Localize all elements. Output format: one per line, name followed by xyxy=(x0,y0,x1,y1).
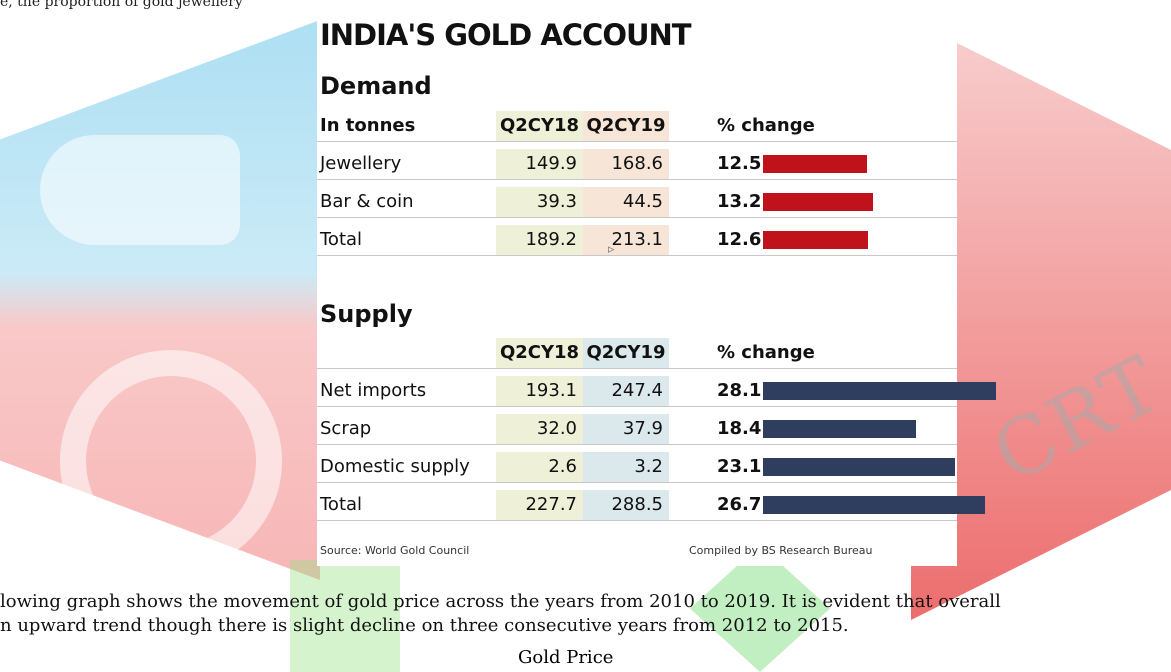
demand-row-q2cy19: 213.1 xyxy=(583,225,669,255)
supply-heading: Supply xyxy=(320,300,413,328)
chart-heading: Gold Price xyxy=(518,647,614,668)
demand-col-change: % change xyxy=(717,115,815,136)
compiled-note: Compiled by BS Research Bureau xyxy=(689,544,873,557)
watermark-green-shape-2 xyxy=(290,560,400,672)
supply-row-q2cy19: 37.9 xyxy=(583,414,669,444)
demand-row-label: Total xyxy=(320,229,363,250)
demand-row: Total 189.2 213.1 12.6 xyxy=(317,225,957,256)
supply-row-q2cy18: 227.7 xyxy=(496,490,583,520)
supply-row-q2cy19: 247.4 xyxy=(583,376,669,406)
supply-row-label: Total xyxy=(320,494,363,515)
caption-line-1: lowing graph shows the movement of gold … xyxy=(0,591,1001,612)
demand-row: Jewellery 149.9 168.6 12.5 xyxy=(317,149,957,180)
demand-row-q2cy19: 44.5 xyxy=(583,187,669,217)
supply-row-label: Net imports xyxy=(320,380,427,401)
supply-change-bar xyxy=(763,458,955,476)
supply-change-bar xyxy=(763,496,985,514)
supply-row-change: 26.7 xyxy=(717,494,762,515)
supply-row-q2cy18: 2.6 xyxy=(496,452,583,482)
watermark-hand-icon xyxy=(40,135,240,245)
supply-row-change: 23.1 xyxy=(717,456,762,477)
demand-row-change: 13.2 xyxy=(717,191,762,212)
supply-row-q2cy18: 32.0 xyxy=(496,414,583,444)
demand-col-q2cy18: Q2CY18 xyxy=(496,111,583,141)
demand-col-q2cy19: Q2CY19 xyxy=(583,111,669,141)
supply-row: Total 227.7 288.5 26.7 xyxy=(317,490,985,521)
supply-col-q2cy19: Q2CY19 xyxy=(583,338,669,368)
demand-change-bar xyxy=(763,193,873,211)
table-title: INDIA'S GOLD ACCOUNT xyxy=(320,18,692,52)
supply-row: Net imports 193.1 247.4 28.1 xyxy=(317,376,996,407)
supply-col-change: % change xyxy=(717,342,815,363)
demand-col-label: In tonnes xyxy=(320,115,416,136)
demand-row-change: 12.5 xyxy=(717,153,762,174)
supply-change-bar xyxy=(763,382,996,400)
demand-row-q2cy18: 39.3 xyxy=(496,187,583,217)
watermark-gear-icon xyxy=(60,350,282,572)
supply-row: Domestic supply 2.6 3.2 23.1 xyxy=(317,452,957,483)
demand-header-row: In tonnes Q2CY18 Q2CY19 % change xyxy=(317,111,957,142)
demand-change-bar xyxy=(763,155,867,173)
supply-row-change: 28.1 xyxy=(717,380,762,401)
supply-row-q2cy18: 193.1 xyxy=(496,376,583,406)
demand-heading: Demand xyxy=(320,72,432,100)
demand-row-q2cy19: 168.6 xyxy=(583,149,669,179)
supply-row-change: 18.4 xyxy=(717,418,762,439)
source-note: Source: World Gold Council xyxy=(320,544,470,557)
supply-row-q2cy19: 288.5 xyxy=(583,490,669,520)
demand-row-label: Jewellery xyxy=(320,153,402,174)
supply-row: Scrap 32.0 37.9 18.4 xyxy=(317,414,957,445)
supply-header-row: Q2CY18 Q2CY19 % change xyxy=(317,338,957,369)
supply-row-label: Domestic supply xyxy=(320,456,470,477)
demand-row-q2cy18: 149.9 xyxy=(496,149,583,179)
demand-row-label: Bar & coin xyxy=(320,191,414,212)
supply-row-label: Scrap xyxy=(320,418,372,439)
demand-row: Bar & coin 39.3 44.5 13.2 xyxy=(317,187,957,218)
gold-account-table: INDIA'S GOLD ACCOUNT Demand In tonnes Q2… xyxy=(317,14,996,566)
supply-change-bar xyxy=(763,420,916,438)
supply-row-q2cy19: 3.2 xyxy=(583,452,669,482)
caption-line-2: n upward trend though there is slight de… xyxy=(0,615,849,636)
demand-row-change: 12.6 xyxy=(717,229,762,250)
supply-col-q2cy18: Q2CY18 xyxy=(496,338,583,368)
intro-text: e, the proportion of gold jewellery xyxy=(0,0,243,10)
demand-row-q2cy18: 189.2 xyxy=(496,225,583,255)
demand-change-bar xyxy=(763,231,868,249)
mouse-pointer-icon: ▹ xyxy=(608,242,615,257)
